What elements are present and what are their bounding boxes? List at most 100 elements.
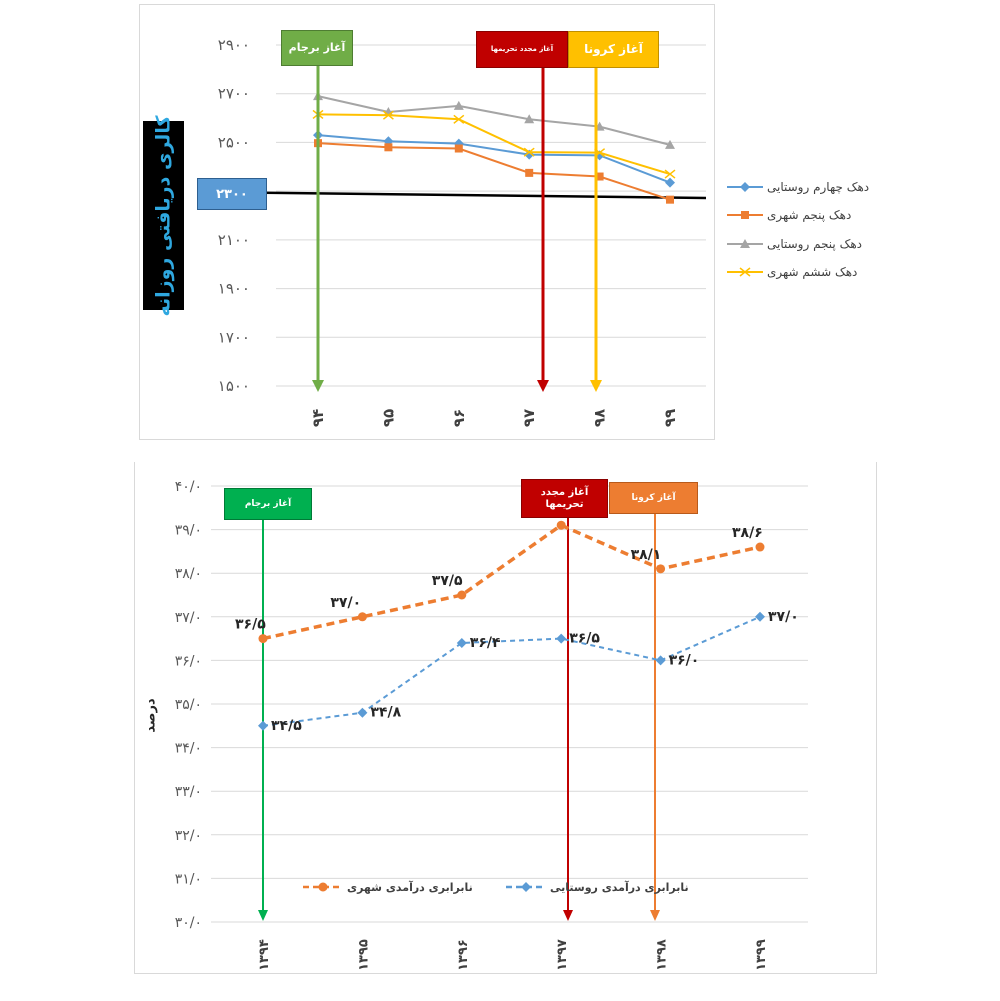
legend-marker bbox=[739, 267, 751, 277]
y-tick-label: ۲۱۰۰ bbox=[218, 231, 250, 249]
event-arrow-head bbox=[312, 380, 324, 392]
series-line bbox=[262, 615, 761, 727]
chart-panel-inequality bbox=[134, 462, 877, 974]
x-tick-label: ۱۳۹۴ bbox=[257, 939, 272, 971]
x-tick-label: ۹۸ bbox=[591, 409, 609, 427]
series-line bbox=[262, 523, 761, 641]
data-point bbox=[556, 520, 566, 530]
y-tick-label: ۴۰/۰ bbox=[175, 479, 202, 495]
data-point bbox=[556, 633, 567, 644]
legend-label: نابرابری درآمدی روستایی bbox=[550, 880, 689, 894]
legend-marker bbox=[740, 239, 750, 248]
y-tick-label: ۲۵۰۰ bbox=[218, 133, 250, 151]
legend-marker bbox=[318, 882, 328, 892]
data-point bbox=[755, 542, 765, 552]
event-label-sanctions: آغاز مجدد تحریمها bbox=[476, 31, 568, 68]
legend-marker bbox=[741, 211, 749, 219]
series-line bbox=[317, 95, 671, 146]
data-point bbox=[453, 114, 465, 124]
data-point bbox=[755, 611, 765, 622]
data-point bbox=[595, 172, 604, 181]
y-tick-label: ۱۷۰۰ bbox=[218, 328, 250, 346]
data-label: ۳۴/۸ bbox=[370, 705, 401, 721]
event2-label-sanctions: آغاز مجدد تحریمها bbox=[521, 479, 608, 518]
legend-label: دهک پنجم شهری bbox=[767, 208, 851, 223]
event-label-barjam: آغاز برجام bbox=[281, 30, 353, 66]
data-point bbox=[665, 177, 675, 188]
legend-label: نابرابری درآمدی شهری bbox=[347, 880, 473, 894]
y-tick-label: ۳۲/۰ bbox=[175, 828, 202, 844]
series-line bbox=[317, 113, 671, 176]
data-point bbox=[258, 720, 268, 731]
y-tick-label: ۱۵۰۰ bbox=[218, 377, 250, 395]
data-label: ۳۶/۰ bbox=[669, 652, 700, 668]
event2-label-corona: آغاز کرونا bbox=[609, 482, 698, 514]
x-tick-label: ۹۷ bbox=[520, 409, 538, 427]
y-tick-label: ۳۷/۰ bbox=[175, 610, 202, 626]
event-label-corona: آغاز کرونا bbox=[568, 31, 659, 68]
event-arrow-head bbox=[650, 910, 660, 921]
reference-line-label: ۲۳۰۰ bbox=[197, 178, 267, 210]
y-axis-label: کالری دریافتی روزانه bbox=[143, 115, 184, 316]
event-arrow-head bbox=[258, 910, 268, 921]
y-tick-label: ۳۱/۰ bbox=[175, 871, 202, 887]
data-label: ۳۶/۵ bbox=[569, 631, 600, 647]
data-point bbox=[665, 139, 675, 149]
data-point bbox=[384, 143, 393, 152]
data-label: ۳۷/۰ bbox=[768, 609, 799, 625]
y-tick-label: ۳۶/۰ bbox=[175, 653, 202, 669]
y-tick-label: ۳۳/۰ bbox=[175, 784, 202, 800]
data-point bbox=[655, 655, 666, 666]
y-tick-label: ۱۹۰۰ bbox=[218, 280, 250, 298]
y-tick-label: ۳۸/۰ bbox=[175, 566, 202, 582]
y-tick-label: ۲۹۰۰ bbox=[218, 36, 250, 54]
chart-panel-calorie bbox=[139, 4, 715, 440]
data-label: ۳۶/۵ bbox=[235, 617, 266, 633]
y-tick-label: ۳۵/۰ bbox=[175, 697, 202, 713]
data-point bbox=[456, 637, 467, 648]
x-tick-label: ۹۶ bbox=[450, 409, 468, 427]
x-tick-label: ۹۴ bbox=[309, 409, 327, 427]
data-point bbox=[357, 612, 367, 622]
data-point bbox=[453, 100, 464, 110]
data-point bbox=[523, 147, 535, 157]
y-tick-label: ۳۰/۰ bbox=[175, 915, 202, 931]
x-tick-label: ۱۳۹۹ bbox=[754, 939, 769, 971]
data-point bbox=[666, 195, 674, 204]
data-point bbox=[524, 114, 535, 124]
event2-label-barjam: آغاز برجام bbox=[224, 488, 312, 520]
series-line bbox=[317, 134, 671, 184]
x-tick-label: ۹۹ bbox=[661, 409, 679, 427]
data-point bbox=[525, 168, 534, 177]
data-point bbox=[382, 110, 394, 120]
data-point bbox=[457, 590, 467, 600]
x-tick-label: ۱۳۹۷ bbox=[555, 939, 570, 971]
legend-label: دهک ششم شهری bbox=[767, 265, 857, 280]
data-label: ۳۷/۰ bbox=[330, 595, 361, 611]
x-tick-label: ۱۳۹۶ bbox=[456, 939, 471, 971]
x-tick-label: ۱۳۹۵ bbox=[356, 939, 371, 971]
data-label: ۳۷/۵ bbox=[432, 573, 463, 589]
x-tick-label: ۱۳۹۸ bbox=[655, 939, 670, 971]
data-point bbox=[454, 144, 463, 153]
data-point bbox=[664, 169, 676, 179]
y-tick-label: ۲۷۰۰ bbox=[218, 85, 250, 103]
data-label: ۳۸/۱ bbox=[631, 547, 662, 563]
data-label: ۳۴/۵ bbox=[271, 718, 302, 734]
legend-marker bbox=[740, 182, 750, 192]
event-arrow-head bbox=[563, 910, 573, 921]
y-tick-label: ۳۹/۰ bbox=[175, 523, 202, 539]
data-label: ۳۶/۴ bbox=[470, 635, 501, 651]
legend-marker bbox=[521, 882, 531, 892]
event-arrow-head bbox=[537, 380, 549, 392]
data-label: ۳۸/۶ bbox=[732, 525, 763, 541]
legend-label: دهک چهارم روستایی bbox=[767, 180, 869, 195]
reference-line bbox=[196, 190, 707, 200]
data-point bbox=[258, 634, 268, 644]
series-line bbox=[317, 142, 671, 201]
x-tick-label: ۹۵ bbox=[379, 409, 397, 427]
legend-label: دهک پنجم روستایی bbox=[767, 237, 862, 252]
data-point bbox=[357, 707, 368, 718]
